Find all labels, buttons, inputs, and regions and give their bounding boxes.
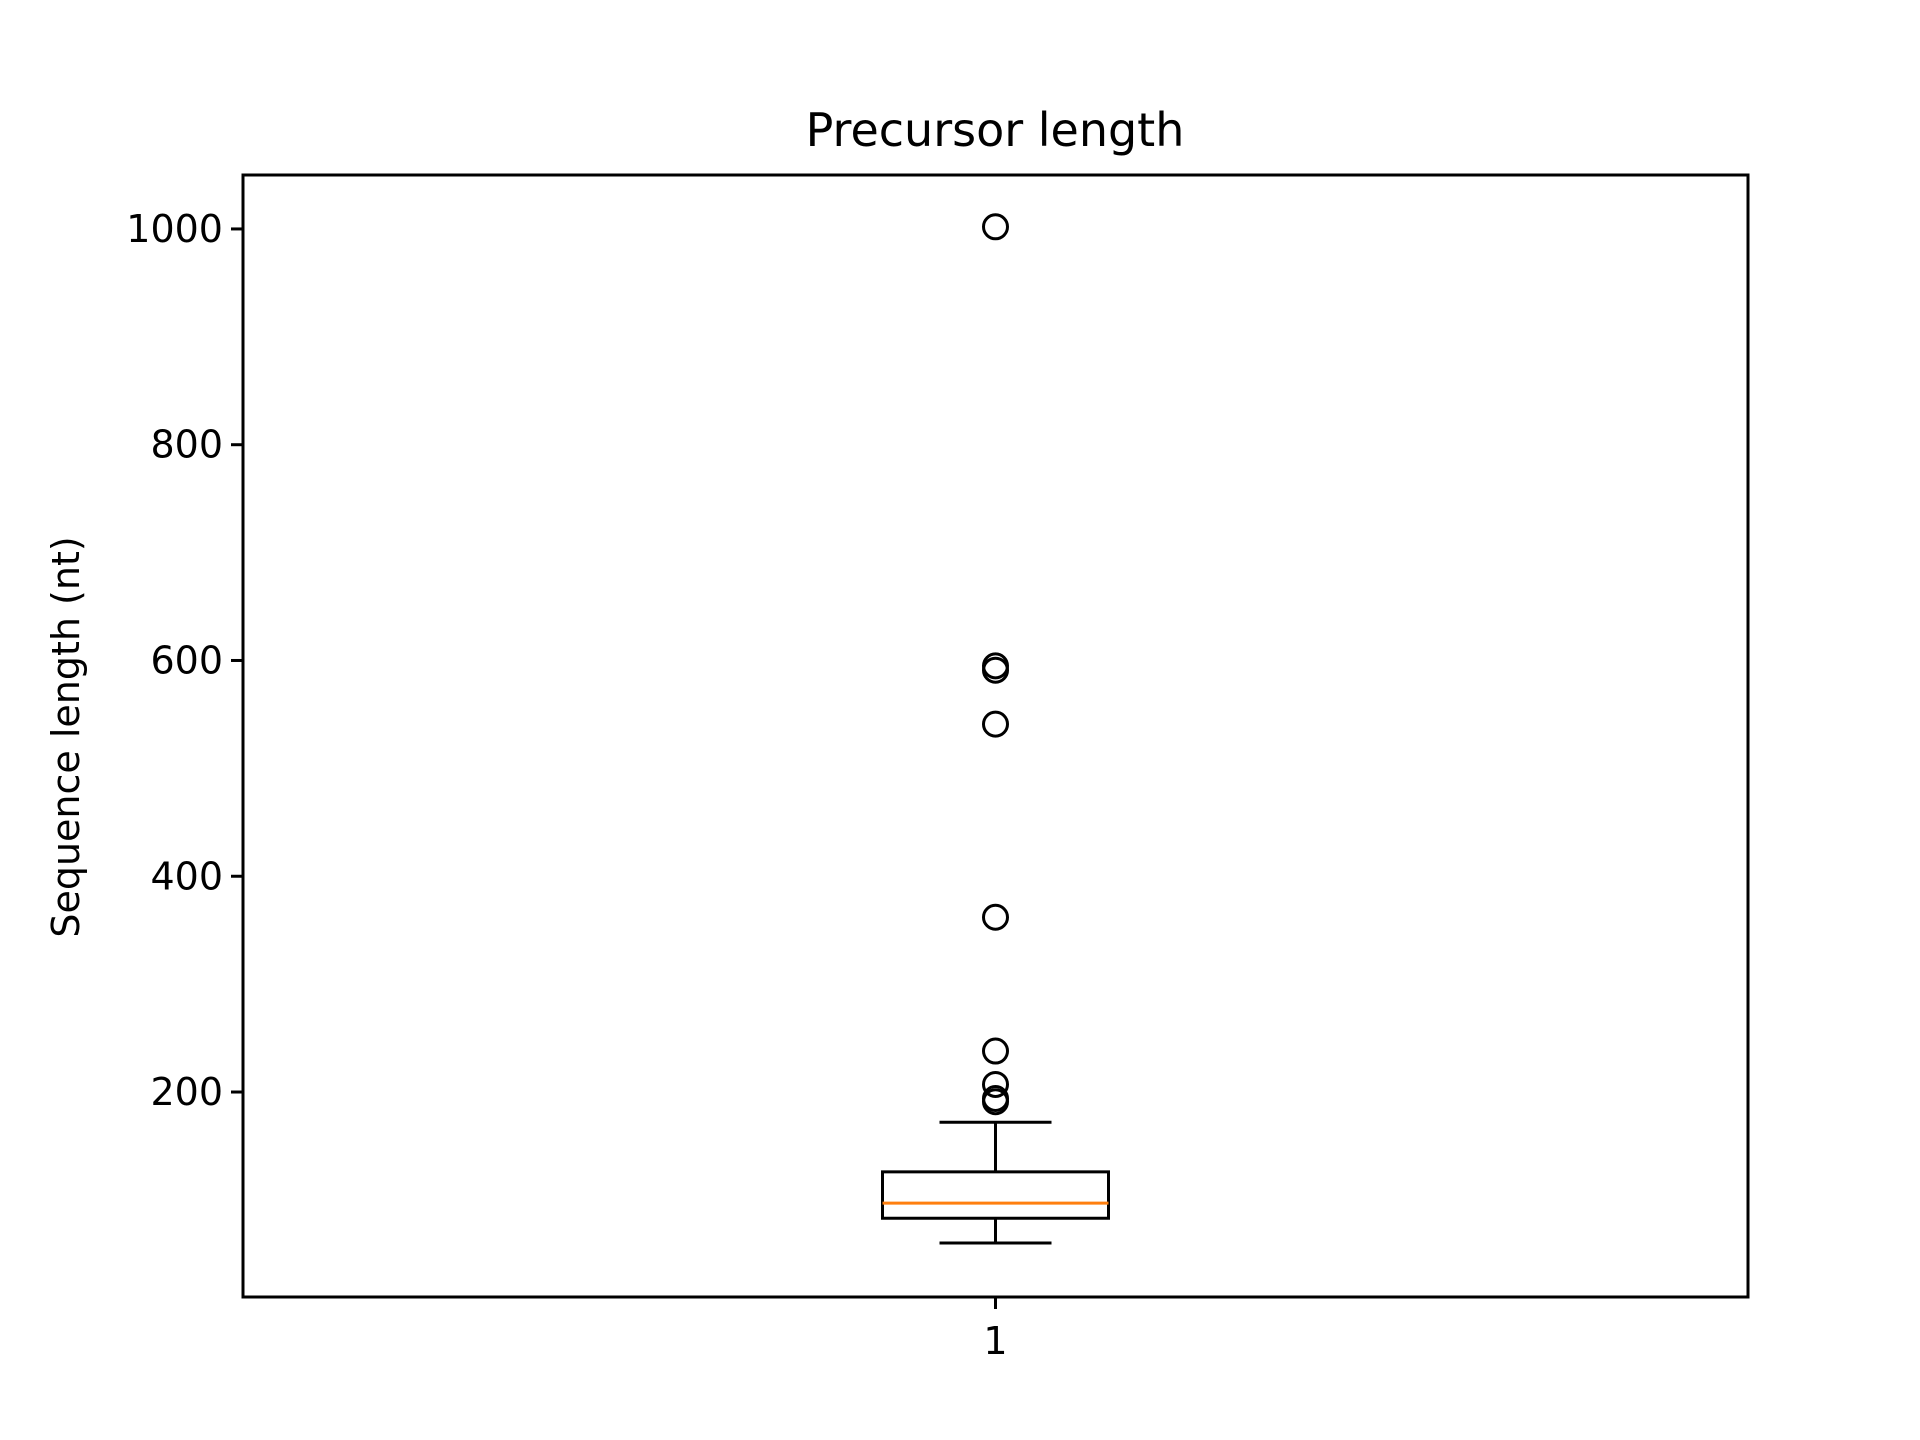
chart-title: Precursor length xyxy=(806,103,1185,157)
outlier-point xyxy=(982,1088,1009,1116)
y-tick-label: 200 xyxy=(150,1070,223,1114)
y-tick-label: 1000 xyxy=(126,207,223,251)
x-tick-label: 1 xyxy=(983,1319,1007,1363)
y-tick-label: 600 xyxy=(150,638,223,682)
y-tick-label: 800 xyxy=(150,423,223,467)
outlier-point xyxy=(982,1070,1009,1098)
plot-area xyxy=(231,213,1110,1309)
box-iqr xyxy=(881,1170,1110,1220)
outlier-point xyxy=(982,903,1009,931)
y-axis-label: Sequence length (nt) xyxy=(44,536,88,937)
outlier-point xyxy=(982,213,1009,241)
y-tick-label: 400 xyxy=(150,854,223,898)
outlier-point xyxy=(982,656,1009,684)
outlier-point xyxy=(982,1037,1009,1065)
plot-frame xyxy=(241,173,1750,1299)
outlier-point xyxy=(982,710,1009,738)
